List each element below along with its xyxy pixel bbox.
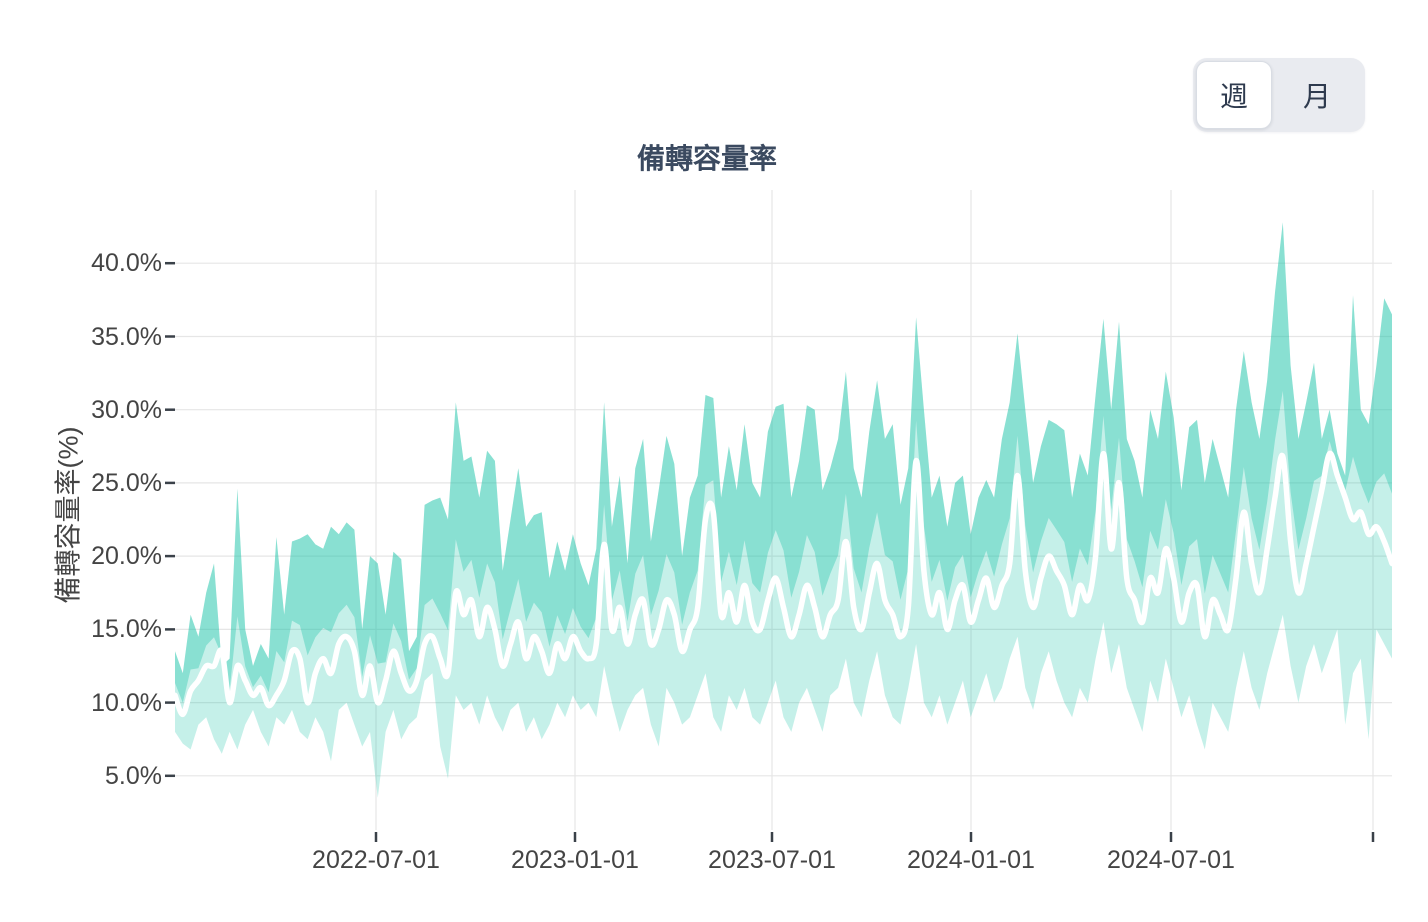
y-tick-label: 15.0% — [91, 615, 162, 644]
average-line — [172, 450, 1395, 718]
x-tick-label: 2024-01-01 — [907, 846, 1035, 874]
minmax-band-area — [175, 222, 1392, 798]
x-tick-label: 2023-01-01 — [511, 846, 639, 874]
y-tick-label: 5.0% — [105, 761, 162, 790]
x-tick-label: 2022-07-01 — [312, 846, 440, 874]
x-tick-label: 2024-07-01 — [1107, 846, 1235, 874]
x-tick-label: 2023-07-01 — [708, 846, 836, 874]
chart-title: 備轉容量率 — [636, 143, 778, 174]
y-tick-label: 10.0% — [91, 688, 162, 717]
y-tick-label: 25.0% — [91, 468, 162, 497]
interval-toggle: 週 月 — [1193, 58, 1365, 132]
y-axis-title: 備轉容量率(%) — [53, 426, 84, 604]
y-tick-label: 30.0% — [91, 395, 162, 424]
y-tick-label: 35.0% — [91, 322, 162, 351]
month-toggle-button[interactable]: 月 — [1272, 61, 1362, 129]
y-tick-label: 20.0% — [91, 542, 162, 571]
upper-band-area — [175, 222, 1392, 703]
y-tick-label: 40.0% — [91, 249, 162, 278]
week-toggle-button[interactable]: 週 — [1196, 61, 1272, 129]
